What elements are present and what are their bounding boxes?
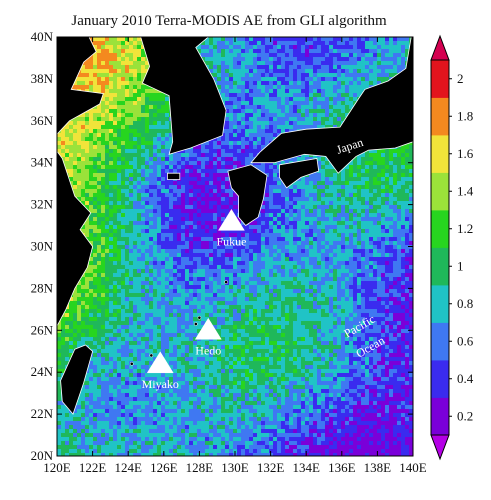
colorbar-tick-label: 1.8 [457, 108, 473, 123]
colorbar: 0.2 0.4 0.6 0.8 1 1.2 1.4 1.6 1.8 2 [430, 34, 474, 461]
ryukyu-island [129, 361, 134, 366]
colorbar-segment [431, 360, 449, 398]
colorbar-tick-label: 1.2 [457, 221, 473, 236]
x-tick-label: 138E [364, 460, 392, 475]
colorbar-segment [431, 397, 449, 436]
y-tick-label: 28N [31, 280, 54, 295]
kyushu [227, 164, 268, 227]
colorbar-tick-label: 0.2 [457, 408, 473, 423]
colorbar-segment [431, 172, 449, 211]
colorbar-segment [431, 60, 449, 98]
site-triangle-icon [194, 317, 222, 340]
ryukyu-island [224, 280, 228, 284]
x-tick-label: 120E [43, 460, 71, 475]
x-tick-label: 124E [114, 460, 142, 475]
y-tick-label: 40N [31, 29, 54, 44]
colorbar-frame [430, 59, 450, 436]
ryukyu-island [149, 353, 154, 358]
shikoku [279, 158, 320, 189]
korea-peninsula [140, 37, 227, 155]
colorbar-segment [431, 285, 449, 323]
site-triangle-icon [217, 208, 245, 231]
figure-title: January 2010 Terra-MODIS AE from GLI alg… [71, 13, 387, 29]
site-label: Hedo [195, 343, 221, 357]
latitude-axis: 20N 22N 24N 26N 28N 30N 32N 34N 36N 38N 40N [31, 29, 413, 463]
colorbar-segment [431, 135, 449, 173]
y-tick-label: 36N [31, 113, 54, 128]
jeju [167, 172, 181, 180]
y-tick-label: 26N [31, 322, 54, 337]
colorbar-tick-label: 0.8 [457, 296, 473, 311]
ryukyu-island [197, 315, 202, 320]
y-tick-label: 24N [31, 364, 54, 379]
colorbar-tick-label: 2 [457, 71, 464, 86]
colorbar-under-triangle [430, 434, 450, 461]
colorbar-segment [431, 97, 449, 136]
honshu [250, 37, 413, 174]
x-tick-label: 130E [221, 460, 249, 475]
x-tick-label: 136E [328, 460, 356, 475]
x-tick-label: 122E [79, 460, 107, 475]
site-markers: Fukue Hedo Miyako [142, 208, 246, 391]
colorbar-tick-label: 1 [457, 258, 464, 273]
site-label: Fukue [216, 234, 246, 248]
colorbar-segment [431, 210, 449, 248]
colorbar-segment [431, 322, 449, 361]
x-tick-label: 126E [150, 460, 178, 475]
y-tick-label: 38N [31, 71, 54, 86]
site-fukue: Fukue [216, 208, 246, 248]
site-label: Miyako [142, 377, 179, 391]
colorbar-over-triangle [430, 34, 450, 61]
colorbar-segment [431, 247, 449, 286]
taiwan [60, 344, 94, 415]
site-miyako: Miyako [142, 351, 179, 391]
site-hedo: Hedo [194, 317, 222, 357]
site-triangle-icon [146, 351, 174, 374]
x-tick-label: 132E [257, 460, 285, 475]
x-tick-label: 134E [292, 460, 320, 475]
longitude-axis: 120E 122E 124E 126E 128E 130E 132E 134E 136E 138E… [43, 37, 427, 475]
y-tick-label: 20N [31, 448, 54, 463]
y-tick-label: 32N [31, 197, 54, 212]
china-mainland [57, 37, 104, 456]
y-tick-label: 30N [31, 239, 54, 254]
colorbar-tick-label: 1.4 [457, 183, 474, 198]
x-tick-label: 128E [186, 460, 214, 475]
colorbar-tick-label: 0.6 [457, 333, 474, 348]
colorbar-tick-label: 0.4 [457, 371, 474, 386]
ryukyu-island [193, 322, 198, 326]
land-masses [57, 37, 413, 456]
map-panel [56, 36, 414, 457]
x-tick-label: 140E [399, 460, 427, 475]
colorbar-tick-label: 1.6 [457, 146, 474, 161]
y-tick-label: 34N [31, 155, 54, 170]
y-tick-label: 22N [31, 406, 54, 421]
